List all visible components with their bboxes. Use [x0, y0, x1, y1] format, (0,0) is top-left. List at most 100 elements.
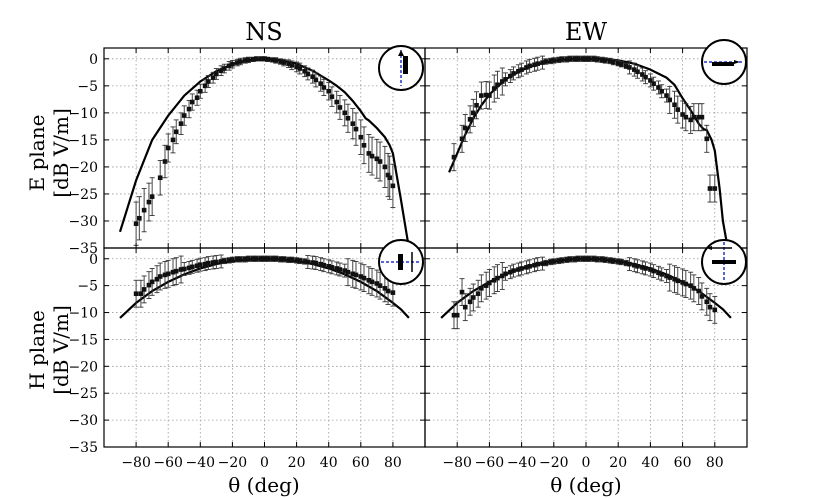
h-plane-ns-data-point [289, 257, 295, 263]
ytick-label: −5 [77, 279, 98, 295]
ytick-label: −15 [68, 332, 98, 348]
h-plane-ns-data-point [337, 267, 343, 272]
h-plane-ns-data-point [334, 266, 340, 271]
e-plane-ns-data-point [313, 77, 319, 83]
h-plane-ew-data-point [543, 260, 549, 266]
e-plane-ns-data-point [382, 164, 388, 170]
xtick-label: −60 [153, 455, 183, 471]
h-plane-ns-data-point [218, 259, 224, 264]
e-plane-ns-data-point [149, 194, 155, 199]
e-plane-ew-data-point [519, 67, 524, 72]
ylabel-h-plane-line2: [dB V/m] [49, 305, 73, 395]
h-plane-ns-data-point [238, 256, 243, 262]
e-plane-ns-data-point [210, 75, 216, 81]
h-plane-ew-data-point [459, 289, 465, 295]
e-plane-ew-data-point [479, 93, 484, 98]
e-plane-ew-data-point [672, 102, 677, 108]
e-plane-ns-data-point [238, 59, 243, 64]
e-plane-ew-data-point [583, 56, 589, 62]
e-plane-ns-data-point [337, 105, 343, 110]
e-plane-ew-data-point [474, 102, 479, 108]
e-plane-ew-data-point [648, 78, 653, 83]
ytick-label: −30 [68, 214, 98, 230]
h-plane-ns-data-point [302, 259, 307, 264]
e-plane-ns-data-point [374, 156, 380, 162]
h-plane-ew-data-point [611, 258, 616, 264]
e-plane-ew-data-point [619, 61, 624, 67]
h-plane-ns-data-point [318, 261, 323, 267]
h-plane-ns-data-point [294, 258, 299, 263]
h-plane-ew-data-point [712, 307, 718, 313]
h-plane-ew-data-point [583, 256, 589, 262]
e-plane-ns-data-point [198, 88, 203, 94]
e-plane-ew-data-point [580, 56, 586, 62]
h-plane-ns-data-point [154, 276, 160, 282]
h-plane-ns-data-point [157, 274, 163, 279]
h-plane-ew-data-point [491, 277, 497, 283]
e-plane-ew-data-point [607, 58, 613, 64]
h-plane-ns-data-point [138, 291, 144, 297]
e-plane-ns-data-point [273, 58, 279, 63]
h-plane-ns-data-point [146, 282, 152, 288]
e-plane-ew-data-point [594, 57, 600, 62]
h-plane-ns-data-point [214, 259, 219, 265]
xtick-label: 0 [260, 455, 269, 471]
h-plane-ew-data-point [454, 312, 460, 318]
e-plane-ns-data-point [234, 60, 240, 65]
h-plane-ns-data-point [165, 271, 171, 277]
h-plane-ns-data-point [149, 279, 155, 285]
h-plane-ns-data-point [254, 256, 259, 262]
h-plane-ns-data-point [133, 291, 139, 297]
h-plane-ns-data-point [198, 262, 203, 267]
e-plane-ns-data-point [345, 115, 351, 121]
title-ns: NS [245, 18, 282, 46]
e-plane-ew-data-point [495, 82, 500, 88]
e-plane-ew-data-point [540, 60, 545, 65]
h-plane-ns-data-point [326, 263, 331, 269]
h-plane-ns-data-point [321, 262, 327, 268]
e-plane-ns-data-point [218, 68, 224, 74]
ytick-label: 0 [89, 52, 98, 68]
h-plane-ew-data-point [656, 270, 661, 276]
e-plane-ew-data-point [680, 112, 685, 117]
h-plane-ns-data-point [273, 256, 279, 262]
tick-labels: 0−5−10−15−20−25−30−350−5−10−15−20−25−30−… [68, 52, 723, 471]
h-plane-ns-data-point [369, 279, 375, 285]
e-plane-ns-data-point [170, 137, 176, 143]
e-plane-ns-data-point [353, 126, 359, 132]
h-plane-ns-data-point [270, 256, 275, 262]
h-plane-ew-data-point [551, 259, 557, 264]
h-plane-ew-data-point [591, 256, 597, 262]
e-plane-ns-data-point [189, 99, 195, 105]
e-plane-ns-data-point [342, 110, 348, 116]
e-plane-ns-data-point [369, 153, 375, 159]
h-plane-ns-data-point [281, 256, 287, 262]
h-plane-ew-data-point [471, 295, 476, 300]
h-plane-ew-data-point [688, 283, 693, 288]
ytick-label: −35 [68, 241, 98, 257]
e-plane-ew-model-line [448, 57, 729, 249]
h-plane-ns-data-point [186, 265, 192, 271]
h-plane-ew-data-point [451, 312, 457, 318]
h-plane-ns-data-point [342, 268, 348, 273]
ytick-label: −10 [68, 106, 98, 122]
e-plane-ns-data-point [181, 113, 187, 118]
e-plane-ew-data-point [603, 58, 608, 63]
h-plane-ns-data-point [353, 272, 359, 278]
e-plane-ns-data-point [385, 172, 391, 178]
h-plane-ns-data-point [358, 274, 364, 279]
h-plane-ew-data-point [643, 266, 648, 271]
xtick-label: 80 [706, 455, 724, 471]
h-plane-ew-data-point [651, 268, 656, 274]
ylabel-h-plane-line1: H plane [25, 310, 49, 390]
e-plane-ns-data-point [254, 56, 259, 62]
h-plane-ns-data-point [262, 256, 267, 262]
data-points [133, 55, 718, 330]
e-plane-ns-data-point [358, 134, 364, 140]
h-plane-ns-data-point [181, 266, 187, 272]
e-plane-ew-data-point [712, 186, 718, 191]
h-plane-ew-data-point [667, 275, 673, 280]
e-plane-ns-data-point [206, 79, 211, 84]
h-plane-ew-data-point [516, 267, 521, 272]
h-plane-ew-data-point [648, 267, 653, 272]
